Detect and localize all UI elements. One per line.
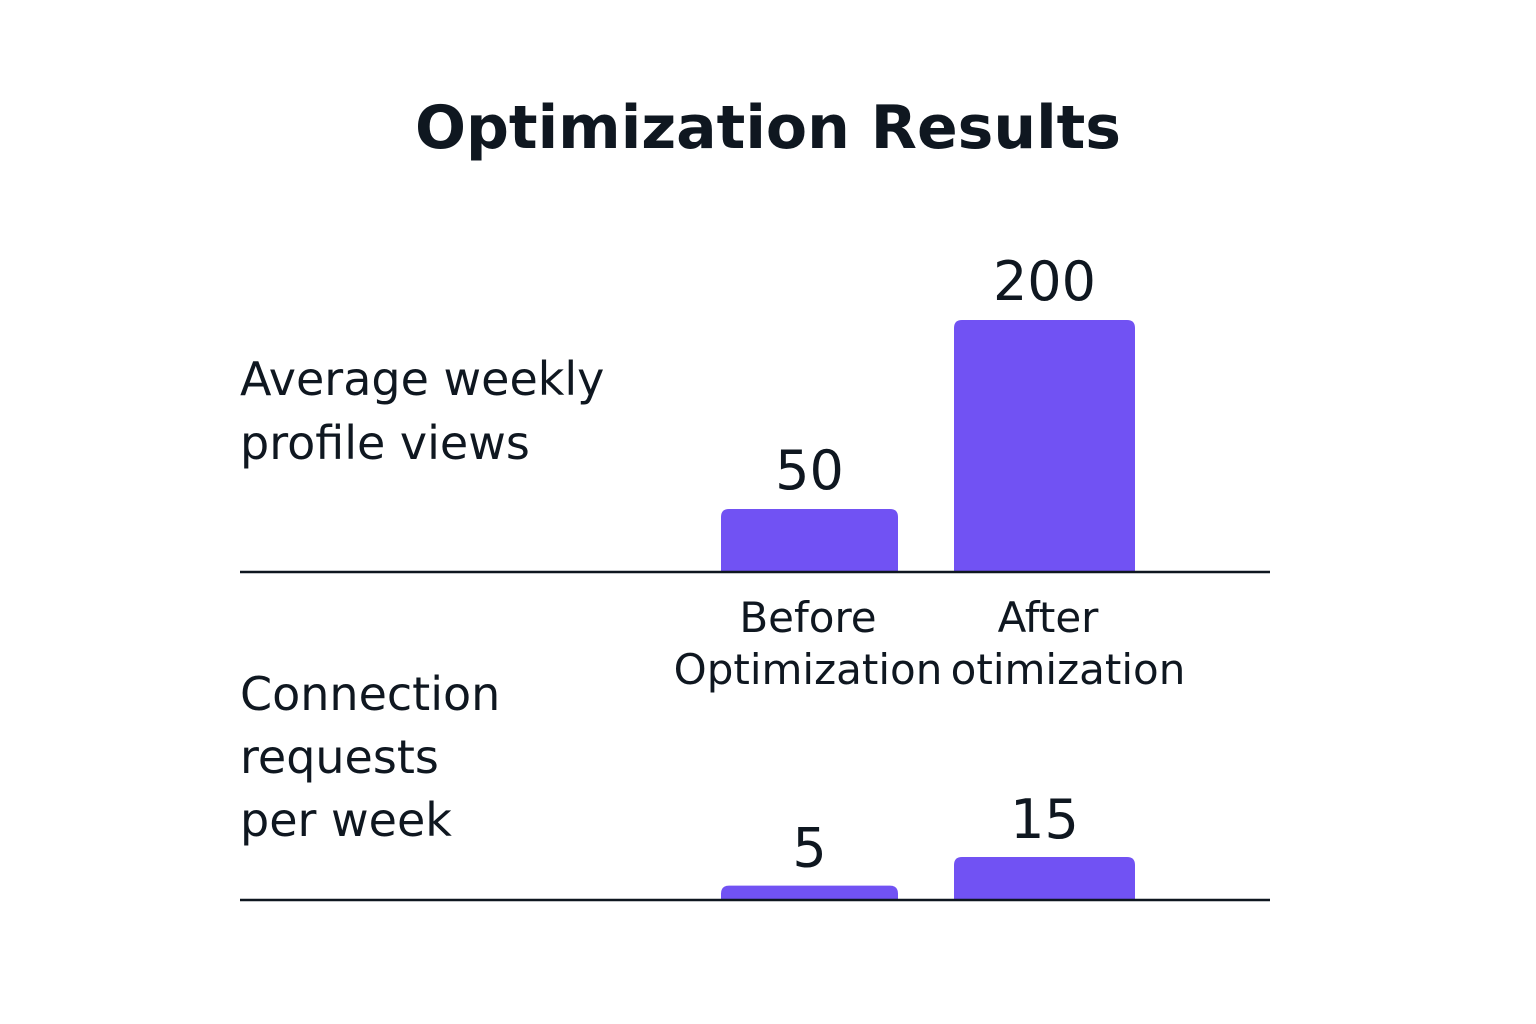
tick-label: Before bbox=[739, 593, 876, 642]
data-label: 50 bbox=[775, 439, 844, 502]
bar-after bbox=[954, 857, 1135, 900]
ylabel-line: per week bbox=[240, 793, 452, 847]
bar-before bbox=[721, 509, 898, 572]
data-label: 5 bbox=[792, 817, 826, 880]
bar-before bbox=[721, 885, 898, 900]
tick-label: After bbox=[998, 593, 1100, 642]
ylabel-line: Connection bbox=[240, 667, 500, 721]
ylabel-line: Average weekly bbox=[240, 352, 604, 406]
data-label: 15 bbox=[1010, 788, 1079, 851]
ylabel-line: requests bbox=[240, 730, 439, 784]
tick-label: Optimization bbox=[674, 645, 943, 694]
ylabel-line: profile views bbox=[240, 416, 530, 470]
panel-connection-requests: Connection requests per week 5 15 bbox=[240, 667, 1270, 902]
tick-label: otimization bbox=[951, 645, 1186, 694]
data-label: 200 bbox=[993, 250, 1096, 313]
panel-profile-views: Average weekly profile views 50 200 bbox=[240, 250, 1270, 574]
chart-title: Optimization Results bbox=[414, 93, 1122, 163]
bar-after bbox=[954, 320, 1135, 572]
